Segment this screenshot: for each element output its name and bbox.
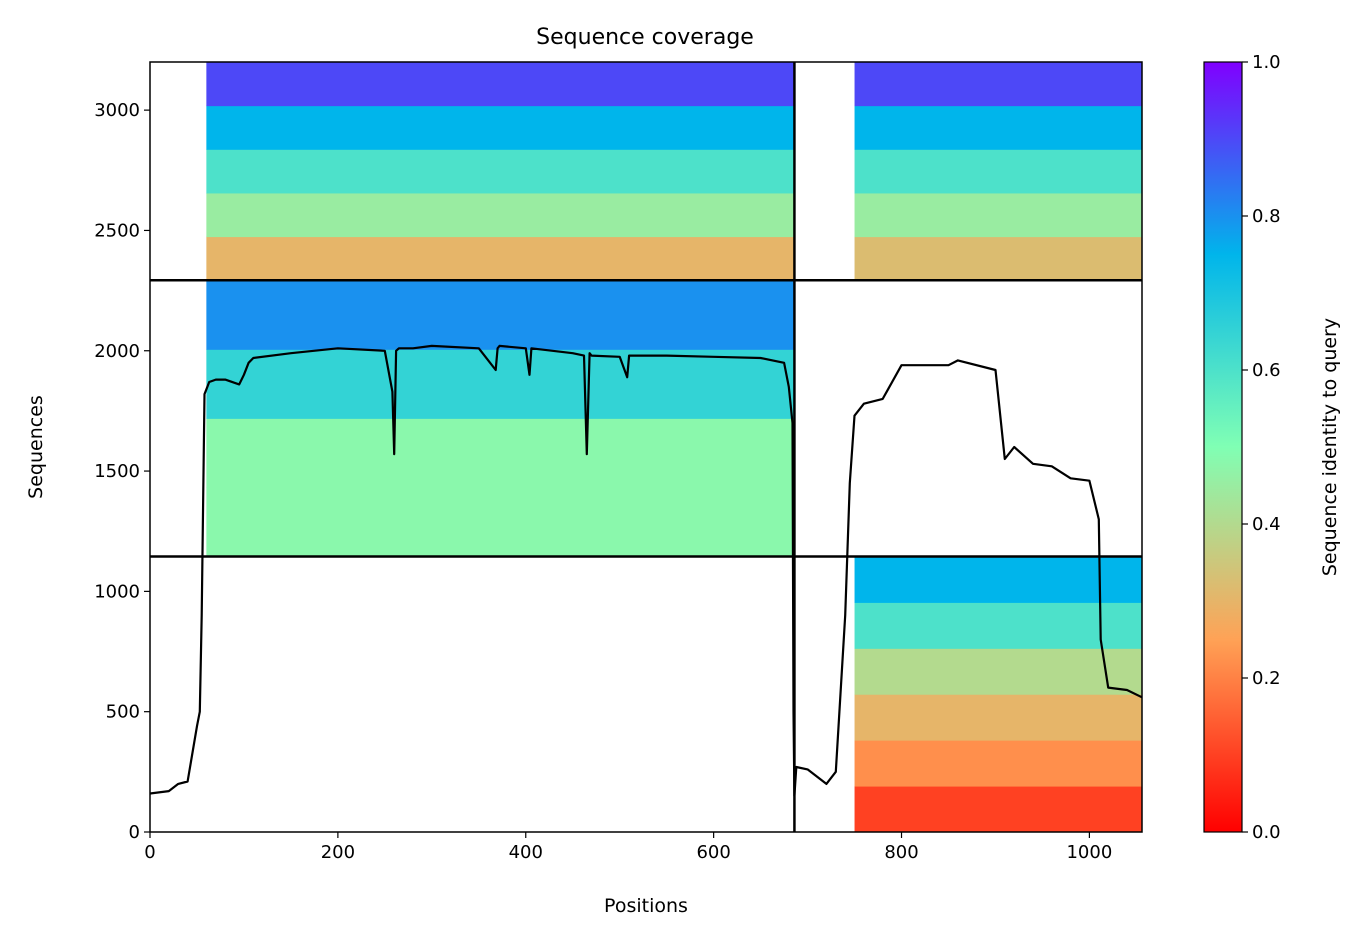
coverage-band-1-5 [206, 62, 795, 107]
coverage-band-4-6 [854, 556, 1142, 603]
colorbar-tick-label: 0.4 [1252, 514, 1281, 535]
x-tick-label: 200 [321, 842, 355, 863]
coverage-band-1-4 [206, 105, 795, 150]
coverage-band-4-3 [854, 694, 1142, 741]
coverage-band-3-4 [206, 280, 795, 350]
x-tick-label: 0 [144, 842, 155, 863]
coverage-line [150, 344, 1142, 798]
plot-area [150, 62, 1142, 832]
colorbar-tick-label: 0.8 [1252, 206, 1281, 227]
y-tick-label: 3000 [94, 100, 140, 121]
chart-title: Sequence coverage [536, 25, 754, 50]
coverage-band-4-2 [854, 740, 1142, 787]
coverage-band-2-4 [854, 105, 1142, 150]
y-tick-label: 2000 [94, 341, 140, 362]
y-tick-label: 1500 [94, 461, 140, 482]
colorbar-tick-label: 1.0 [1252, 52, 1281, 73]
colorbar-tick-label: 0.6 [1252, 360, 1281, 381]
plot-frame [149, 61, 1143, 833]
coverage-blocks [206, 62, 1142, 832]
coverage-band-3-2 [206, 418, 795, 488]
coverage-band-2-2 [854, 192, 1142, 238]
y-tick-label: 1000 [94, 581, 140, 602]
colorbar-gradient [1203, 61, 1243, 833]
colorbar-tick-label: 0.0 [1252, 822, 1281, 843]
coverage-band-4-4 [854, 648, 1142, 695]
coverage-band-2-1 [854, 236, 1142, 281]
x-tick-label: 600 [696, 842, 730, 863]
x-tick-label: 1000 [1066, 842, 1112, 863]
coverage-band-1-2 [206, 192, 795, 238]
colorbar: 0.0 0.2 0.4 0.6 0.8 1.0 Sequence identity to … [1203, 52, 1341, 843]
coverage-line-layer [150, 344, 1142, 798]
coverage-band-3-3 [206, 349, 795, 419]
coverage-band-4-1 [854, 786, 1142, 832]
y-tick-label: 500 [106, 702, 140, 723]
coverage-band-4-5 [854, 602, 1142, 649]
coverage-band-1-1 [206, 236, 795, 281]
x-tick-label: 800 [884, 842, 918, 863]
coverage-band-2-5 [854, 62, 1142, 107]
y-axis-label: Sequences [25, 395, 47, 499]
colorbar-tick-label: 0.2 [1252, 668, 1281, 689]
y-tick-label: 0 [129, 822, 140, 843]
x-axis-label: Positions [604, 895, 688, 917]
coverage-band-2-3 [854, 149, 1142, 194]
coverage-band-1-3 [206, 149, 795, 194]
colorbar-label: Sequence identity to query [1319, 318, 1341, 576]
coverage-band-3-1 [206, 487, 795, 557]
y-tick-label: 2500 [94, 220, 140, 241]
colorbar-ticks: 0.0 0.2 0.4 0.6 0.8 1.0 [1242, 52, 1281, 843]
x-tick-label: 400 [509, 842, 543, 863]
x-axis: 0 200 400 600 800 1000 [144, 832, 1112, 863]
y-axis: 0 500 1000 1500 2000 2500 3000 [94, 100, 150, 843]
